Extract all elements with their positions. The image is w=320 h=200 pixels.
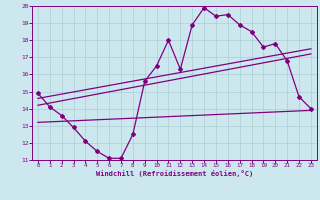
X-axis label: Windchill (Refroidissement éolien,°C): Windchill (Refroidissement éolien,°C) [96, 170, 253, 177]
